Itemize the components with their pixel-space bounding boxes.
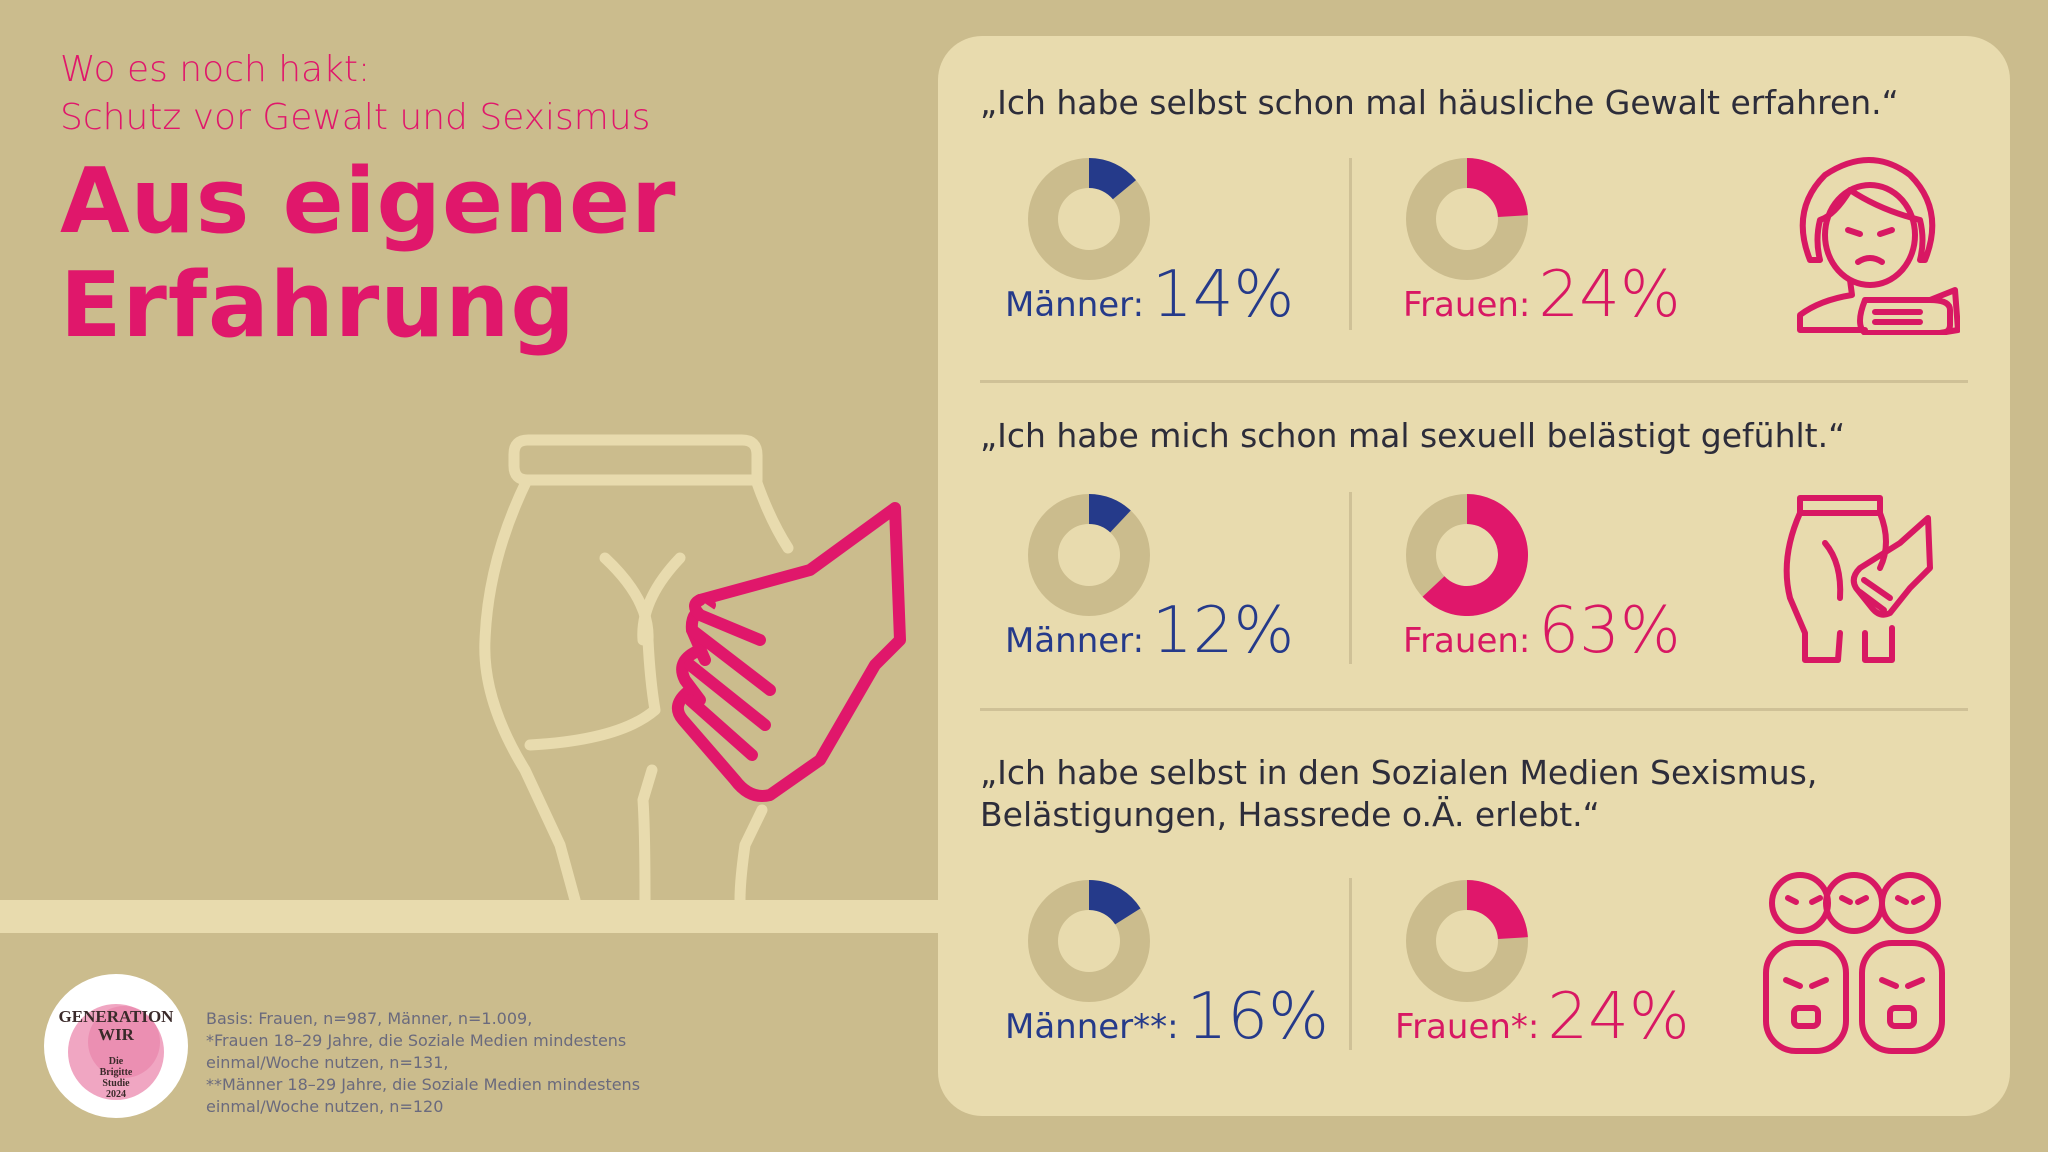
women-label-text: Frauen: — [1403, 285, 1531, 325]
kicker-line-2: Schutz vor Gewalt und Sexismus — [60, 97, 651, 138]
quote-sexual-harassment: „Ich habe mich schon mal sexuell belästi… — [980, 416, 1846, 455]
page-title: Aus eigener Erfahrung — [60, 150, 676, 358]
women-label-domestic-violence: Frauen: 24% — [1403, 258, 1681, 332]
donut-slice-men — [1088, 494, 1131, 533]
divider-vertical — [1349, 492, 1352, 664]
angry-crowd-icon — [1763, 872, 1945, 1054]
footnote-line-4: **Männer 18–29 Jahre, die Soziale Medien… — [206, 1075, 641, 1094]
donut-men-domestic-violence — [1028, 158, 1150, 280]
logo-text-line-6: 2024 — [106, 1089, 126, 1100]
women-label-sexual-harassment: Frauen: 63% — [1403, 594, 1681, 668]
kicker-line-1: Wo es noch hakt: — [60, 49, 371, 90]
ground-bar — [0, 900, 938, 933]
women-value: 24% — [1547, 980, 1690, 1054]
quote-domestic-violence: „Ich habe selbst schon mal häusliche Gew… — [980, 83, 1899, 122]
section-divider-2 — [980, 708, 1968, 711]
donut-slice-women — [1422, 494, 1528, 616]
title-line-1: Aus eigener — [60, 149, 677, 254]
logo-text-line-2: WIR — [98, 1025, 135, 1044]
hand-icon — [671, 502, 906, 802]
donut-men-social-media — [1028, 880, 1150, 1002]
footnote-line-3: einmal/Woche nutzen, n=131, — [206, 1053, 449, 1072]
quote-social-media: „Ich habe selbst in den Sozialen Medien … — [980, 752, 1817, 836]
logo-text-line-1: GENERATION — [59, 1007, 175, 1026]
women-value: 24% — [1538, 258, 1681, 332]
footnote-line-1: Basis: Frauen, n=987, Männer, n=1.009, — [206, 1009, 533, 1028]
footnote-line-2: *Frauen 18–29 Jahre, die Soziale Medien … — [206, 1031, 627, 1050]
hand-grope-icon — [1783, 495, 1933, 663]
donut-women-domestic-violence — [1406, 158, 1528, 280]
women-label-text: Frauen*: — [1395, 1007, 1540, 1047]
men-label-domestic-violence: Männer: 14% — [1005, 258, 1294, 332]
footnote: Basis: Frauen, n=987, Männer, n=1.009, *… — [206, 1008, 640, 1118]
men-value: 12% — [1152, 594, 1295, 668]
men-value: 16% — [1186, 980, 1329, 1054]
logo-text-line-4: Brigitte — [100, 1067, 133, 1078]
donut-men-sexual-harassment — [1028, 494, 1150, 616]
men-label-social-media: Männer**: 16% — [1005, 980, 1329, 1054]
men-label-text: Männer: — [1005, 285, 1145, 325]
men-value: 14% — [1152, 258, 1295, 332]
donut-slice-men — [1088, 880, 1141, 926]
women-label-text: Frauen: — [1403, 621, 1531, 661]
divider-vertical — [1349, 878, 1352, 1050]
donut-slice-women — [1466, 880, 1528, 940]
quote-line-1: „Ich habe selbst in den Sozialen Medien … — [980, 753, 1818, 792]
generation-wir-logo: GENERATION WIR Die Brigitte Studie 2024 — [44, 974, 188, 1118]
men-label-text: Männer**: — [1005, 1007, 1179, 1047]
buttocks-outline-icon — [479, 434, 794, 906]
quote-line-2: Belästigungen, Hassrede o.Ä. erlebt.“ — [980, 795, 1600, 834]
kicker: Wo es noch hakt: Schutz vor Gewalt und S… — [60, 46, 650, 142]
logo-text-line-5: Studie — [102, 1078, 130, 1089]
section-divider-1 — [980, 380, 1968, 383]
women-value: 63% — [1538, 594, 1681, 668]
men-label-sexual-harassment: Männer: 12% — [1005, 594, 1294, 668]
footnote-line-5: einmal/Woche nutzen, n=120 — [206, 1097, 444, 1116]
woman-crying-icon — [1797, 157, 1960, 335]
donut-slice-women — [1466, 158, 1528, 218]
title-line-2: Erfahrung — [60, 253, 576, 358]
women-label-social-media: Frauen*: 24% — [1395, 980, 1690, 1054]
donut-women-social-media — [1406, 880, 1528, 1002]
donut-women-sexual-harassment — [1406, 494, 1528, 616]
men-label-text: Männer: — [1005, 621, 1145, 661]
donut-slice-men — [1088, 158, 1136, 200]
logo-text-line-3: Die — [109, 1056, 124, 1067]
divider-vertical — [1349, 158, 1352, 330]
